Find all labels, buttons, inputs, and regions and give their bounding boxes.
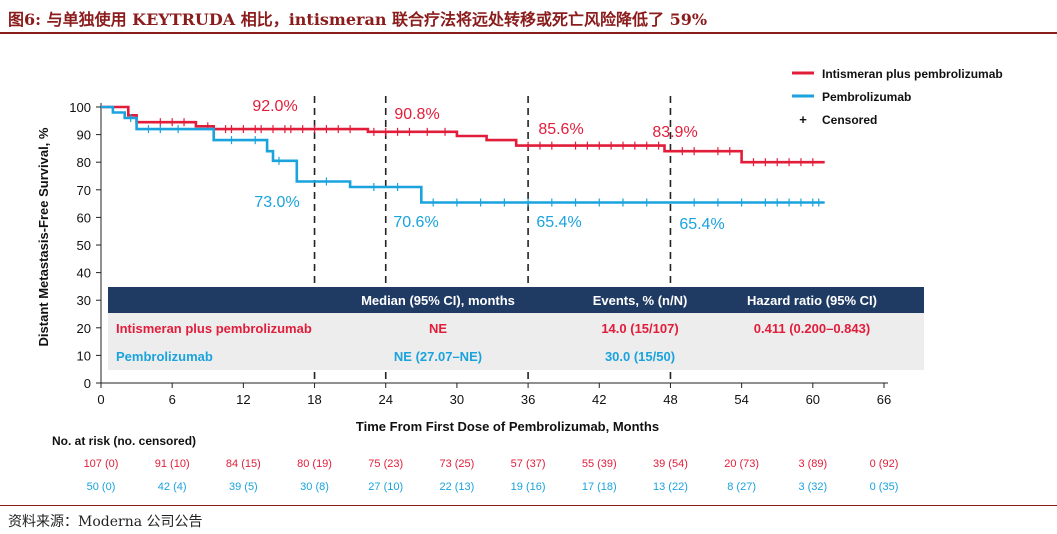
x-tick-label: 24 [378, 392, 392, 407]
table-cell: 30.0 (15/50) [605, 349, 675, 364]
title-rule [0, 32, 1057, 34]
at-risk-cell: 8 (27) [727, 481, 756, 493]
milestone-label: 83.9% [652, 124, 697, 141]
at-risk-cell: 39 (5) [229, 481, 258, 493]
at-risk-cell: 27 (10) [368, 481, 403, 493]
x-tick-label: 60 [806, 392, 820, 407]
x-tick-label: 36 [521, 392, 535, 407]
y-tick-label: 60 [77, 210, 91, 225]
table-cell: Intismeran plus pembrolizumab [116, 321, 312, 336]
table-cell: 14.0 (15/107) [601, 321, 678, 336]
milestone-label: 90.8% [394, 106, 439, 123]
at-risk-title: No. at risk (no. censored) [52, 434, 196, 448]
at-risk-cell: 39 (54) [653, 458, 688, 470]
table-header-cell: Hazard ratio (95% CI) [747, 293, 877, 308]
x-tick-label: 42 [592, 392, 606, 407]
milestone-label: 65.4% [536, 214, 581, 231]
milestone-label: 92.0% [252, 98, 297, 115]
x-tick-label: 66 [877, 392, 891, 407]
source-rule [0, 505, 1057, 506]
at-risk-cell: 91 (10) [155, 458, 190, 470]
at-risk-cell: 73 (25) [439, 458, 474, 470]
x-tick-label: 30 [450, 392, 464, 407]
y-tick-label: 80 [77, 155, 91, 170]
at-risk-cell: 0 (92) [870, 458, 899, 470]
y-tick-label: 90 [77, 128, 91, 143]
y-tick-label: 10 [77, 348, 91, 363]
at-risk-cell: 80 (19) [297, 458, 332, 470]
y-tick-label: 20 [77, 321, 91, 336]
x-tick-label: 12 [236, 392, 250, 407]
at-risk-cell: 22 (13) [439, 481, 474, 493]
at-risk-cell: 84 (15) [226, 458, 261, 470]
y-axis-label: Distant Metastasis-Free Survival, % [36, 127, 51, 346]
y-tick-label: 30 [77, 293, 91, 308]
at-risk-cell: 30 (8) [300, 481, 329, 493]
at-risk-cell: 3 (32) [798, 481, 827, 493]
at-risk-cell: 107 (0) [84, 458, 119, 470]
at-risk-cell: 42 (4) [158, 481, 187, 493]
x-tick-label: 6 [169, 392, 176, 407]
y-tick-label: 40 [77, 266, 91, 281]
x-tick-label: 48 [663, 392, 677, 407]
milestone-label: 73.0% [254, 194, 299, 211]
milestone-label: 85.6% [538, 121, 583, 138]
legend-label: Pembrolizumab [822, 90, 911, 104]
milestone-label: 65.4% [679, 216, 724, 233]
at-risk-cell: 55 (39) [582, 458, 617, 470]
source-note: 资料来源：Moderna 公司公告 [8, 514, 203, 530]
table-header-cell: Median (95% CI), months [361, 293, 515, 308]
at-risk-cell: 50 (0) [87, 481, 116, 493]
at-risk-cell: 20 (73) [724, 458, 759, 470]
at-risk-cell: 13 (22) [653, 481, 688, 493]
x-axis-label: Time From First Dose of Pembrolizumab, M… [356, 419, 659, 434]
table-cell: NE [429, 321, 447, 336]
x-tick-label: 0 [97, 392, 104, 407]
y-tick-label: 70 [77, 183, 91, 198]
table-header-cell: Events, % (n/N) [593, 293, 688, 308]
at-risk-cell: 19 (16) [511, 481, 546, 493]
table-header [108, 287, 924, 313]
x-tick-label: 18 [307, 392, 321, 407]
y-tick-label: 0 [84, 376, 91, 391]
survival-curve-combo [101, 105, 825, 164]
table-body [108, 313, 924, 370]
figure-title: 图6: 与单独使用 KEYTRUDA 相比，intismeran 联合疗法将远处… [8, 10, 708, 29]
at-risk-cell: 3 (89) [798, 458, 827, 470]
at-risk-cell: 75 (23) [368, 458, 403, 470]
legend-label: Censored [822, 113, 877, 127]
at-risk-cell: 57 (37) [511, 458, 546, 470]
at-risk-cell: 17 (18) [582, 481, 617, 493]
legend-censored-marker: + [799, 112, 807, 127]
table-cell: 0.411 (0.200–0.843) [754, 321, 870, 336]
x-tick-label: 54 [734, 392, 748, 407]
y-tick-label: 100 [69, 100, 91, 115]
milestone-label: 70.6% [393, 214, 438, 231]
legend-label: Intismeran plus pembrolizumab [822, 67, 1003, 81]
table-cell: NE (27.07–NE) [394, 349, 482, 364]
table-cell: Pembrolizumab [116, 349, 213, 364]
survival-curve-mono [101, 105, 825, 204]
at-risk-cell: 0 (35) [870, 481, 899, 493]
y-tick-label: 50 [77, 238, 91, 253]
